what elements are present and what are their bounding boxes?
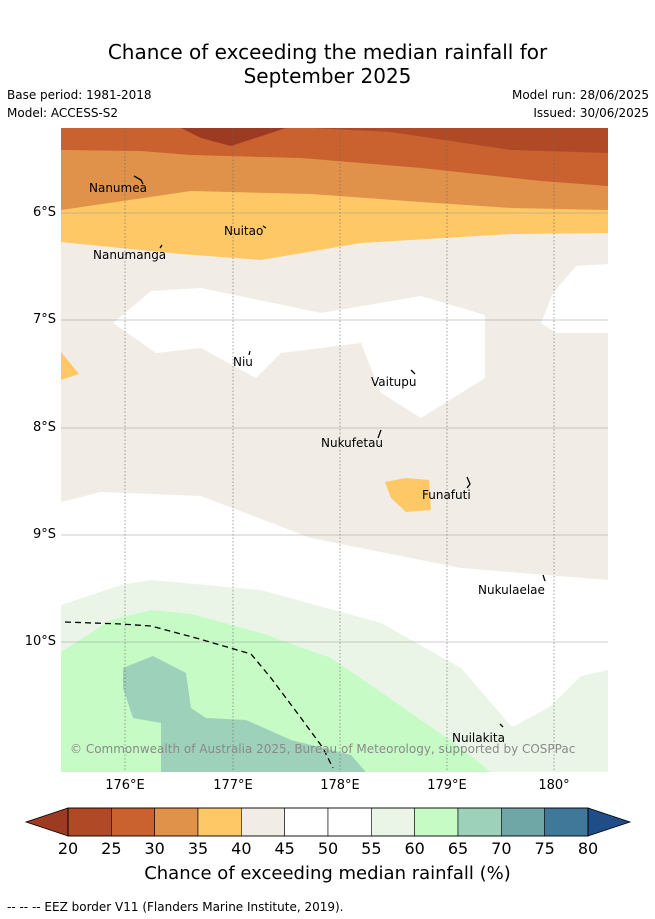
lon-tick-177e: 177°E — [213, 778, 253, 793]
model-name: Model: ACCESS-S2 — [7, 106, 119, 120]
lon-tick-180: 180° — [538, 778, 570, 793]
issued-date: Issued: 30/06/2025 — [533, 106, 649, 120]
map-title: Chance of exceeding the median rainfall … — [0, 40, 655, 88]
region-20-25-top — [61, 128, 608, 153]
colorbar-cells — [67, 807, 589, 837]
colorbar-cell — [327, 807, 372, 837]
place-label-nukufetau: Nukufetau — [321, 436, 384, 450]
colorbar-cell — [544, 807, 589, 837]
copyright-notice: © Commonwealth of Australia 2025, Bureau… — [70, 742, 576, 756]
island-niu — [248, 350, 251, 356]
colorbar-cell — [241, 807, 285, 837]
colorbar-tick-label: 65 — [447, 839, 469, 858]
lon-tick-176e: 176°E — [105, 778, 145, 793]
lat-tick-10s: 10°S — [24, 634, 56, 649]
colorbar-tick-label: 70 — [491, 839, 512, 858]
region-35-40-left — [61, 352, 79, 380]
island-nuitao — [262, 225, 267, 229]
island-nukulaelae — [542, 574, 546, 582]
lat-tick-7s: 7°S — [32, 312, 56, 327]
title-line-2: September 2025 — [243, 64, 412, 88]
grid-lines — [61, 212, 608, 643]
colorbar-tick-label: 50 — [317, 839, 339, 858]
region-65-70 — [123, 656, 366, 772]
title-line-1: Chance of exceeding the median rainfall … — [107, 40, 548, 64]
colorbar-cell — [154, 807, 199, 837]
island-marks — [133, 175, 546, 728]
island-nanumanga — [159, 244, 163, 249]
map-panel — [61, 128, 608, 772]
colorbar-title: Chance of exceeding median rainfall (%) — [144, 863, 511, 884]
island-funafuti — [466, 476, 471, 489]
lon-tick-178e: 178°E — [320, 778, 360, 793]
colorbar-over-arrow — [587, 807, 632, 837]
region-45-55-upper — [113, 288, 485, 418]
lat-tick-9s: 9°S — [32, 527, 56, 542]
lat-tick-8s: 8°S — [32, 420, 56, 435]
colorbar-under-arrow — [24, 807, 69, 837]
colorbar-cell — [197, 807, 242, 837]
colorbar-cell — [457, 807, 502, 837]
meridian-lines — [124, 128, 555, 772]
region-35-40-funafuti — [385, 478, 431, 512]
colorbar-cell — [501, 807, 545, 837]
lat-tick-6s: 6°S — [32, 205, 56, 220]
place-label-nanumea: Nanumea — [89, 181, 147, 195]
map-svg — [61, 128, 608, 772]
colorbar-tick-label: 25 — [101, 839, 122, 858]
colorbar-cell — [371, 807, 415, 837]
place-label-nuilakita: Nuilakita — [452, 731, 505, 745]
lon-tick-179e: 179°E — [427, 778, 467, 793]
island-nanumea — [133, 175, 144, 185]
place-label-niu: Niu — [233, 355, 253, 369]
place-label-vaitupu: Vaitupu — [371, 375, 417, 389]
base-period: Base period: 1981-2018 — [7, 88, 152, 102]
place-label-nukulaelae: Nukulaelae — [478, 583, 545, 597]
colorbar-tick-label: 80 — [577, 839, 599, 858]
colorbar-tick-label: 20 — [57, 839, 79, 858]
place-label-nuitao: Nuitao — [224, 224, 264, 238]
island-nuilakita — [499, 723, 504, 728]
region-under-20 — [181, 128, 286, 146]
colorbar — [24, 807, 632, 837]
eez-border — [64, 621, 334, 769]
colorbar-cell — [414, 807, 459, 837]
region-45-55-right — [541, 264, 608, 333]
colorbar-tick-label: 40 — [231, 839, 252, 858]
colorbar-tick-label: 75 — [534, 839, 555, 858]
colorbar-tick-label: 30 — [144, 839, 165, 858]
colorbar-cell — [284, 807, 329, 837]
colorbar-tick-label: 60 — [404, 839, 425, 858]
island-vaitupu — [410, 369, 416, 375]
colorbar-cell — [111, 807, 155, 837]
place-label-nanumanga: Nanumanga — [93, 248, 167, 262]
place-label-funafuti: Funafuti — [422, 488, 471, 502]
model-run: Model run: 28/06/2025 — [511, 88, 649, 102]
island-nukufetau — [377, 429, 382, 439]
colorbar-tick-label: 45 — [274, 839, 295, 858]
colorbar-cell — [67, 807, 112, 837]
colorbar-frame — [67, 807, 589, 837]
colorbar-tick-label: 35 — [187, 839, 209, 858]
colorbar-tick-label: 55 — [361, 839, 382, 858]
eez-legend: -- -- -- EEZ border V11 (Flanders Marine… — [7, 900, 344, 914]
